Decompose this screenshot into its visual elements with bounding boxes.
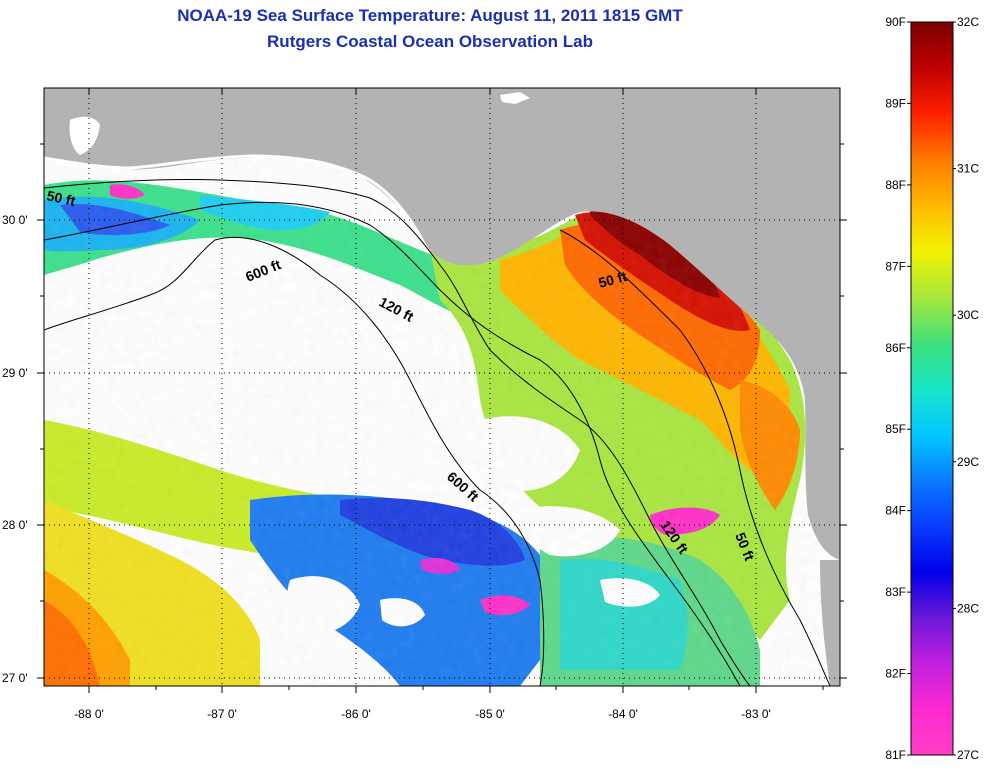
fahrenheit-label: 85F bbox=[885, 422, 906, 436]
map-title: NOAA-19 Sea Surface Temperature: August … bbox=[177, 6, 683, 25]
map-subtitle: Rutgers Coastal Ocean Observation Lab bbox=[267, 32, 593, 51]
lat-tick-label: 30 0' bbox=[2, 213, 28, 227]
fahrenheit-label: 86F bbox=[885, 341, 906, 355]
axis-ticks bbox=[37, 88, 847, 693]
lat-tick-label: 29 0' bbox=[2, 366, 28, 380]
lat-tick-labels: 30 0' 29 0' 28 0' 27 0' bbox=[2, 213, 28, 685]
lon-tick-label: -85 0' bbox=[475, 707, 505, 721]
fahrenheit-label: 82F bbox=[885, 667, 906, 681]
colorbar-gradient bbox=[910, 21, 954, 756]
lon-tick-label: -86 0' bbox=[341, 707, 371, 721]
fahrenheit-label: 81F bbox=[885, 748, 906, 762]
celsius-label: 27C bbox=[957, 748, 979, 762]
celsius-labels: 32C 31C 30C 29C 28C 27C bbox=[957, 15, 979, 762]
depth-label: 50 ft bbox=[45, 187, 77, 209]
fahrenheit-label: 87F bbox=[885, 259, 906, 273]
fahrenheit-labels: 90F 89F 88F 87F 86F 85F 84F 83F 82F 81F bbox=[885, 15, 906, 762]
celsius-label: 29C bbox=[957, 455, 979, 469]
lon-tick-labels: -88 0' -87 0' -86 0' -85 0' -84 0' -83 0… bbox=[74, 707, 771, 721]
map-area: 50 ft 600 ft 120 ft 50 ft 600 ft 120 ft … bbox=[44, 88, 840, 686]
lon-tick-label: -84 0' bbox=[608, 707, 638, 721]
map-frame bbox=[43, 87, 841, 687]
sst-map: 50 ft 600 ft 120 ft 50 ft 600 ft 120 ft … bbox=[2, 87, 847, 721]
celsius-label: 30C bbox=[957, 308, 979, 322]
celsius-label: 32C bbox=[957, 15, 979, 29]
bathymetry-contours bbox=[44, 178, 831, 686]
lon-tick-label: -88 0' bbox=[74, 707, 104, 721]
lon-tick-label: -87 0' bbox=[207, 707, 237, 721]
land-mass bbox=[44, 88, 840, 560]
temperature-colorbar: 90F 89F 88F 87F 86F 85F 84F 83F 82F 81F 32C 31C 30C… bbox=[885, 15, 979, 762]
celsius-label: 31C bbox=[957, 162, 979, 176]
celsius-label: 28C bbox=[957, 601, 979, 615]
fahrenheit-label: 88F bbox=[885, 178, 906, 192]
fahrenheit-label: 89F bbox=[885, 96, 906, 110]
fahrenheit-label: 83F bbox=[885, 585, 906, 599]
depth-label: 50 ft bbox=[597, 268, 629, 291]
lat-tick-label: 28 0' bbox=[2, 518, 28, 532]
lat-tick-label: 27 0' bbox=[2, 671, 28, 685]
fahrenheit-label: 84F bbox=[885, 504, 906, 518]
lon-tick-label: -83 0' bbox=[741, 707, 771, 721]
fahrenheit-label: 90F bbox=[885, 15, 906, 29]
